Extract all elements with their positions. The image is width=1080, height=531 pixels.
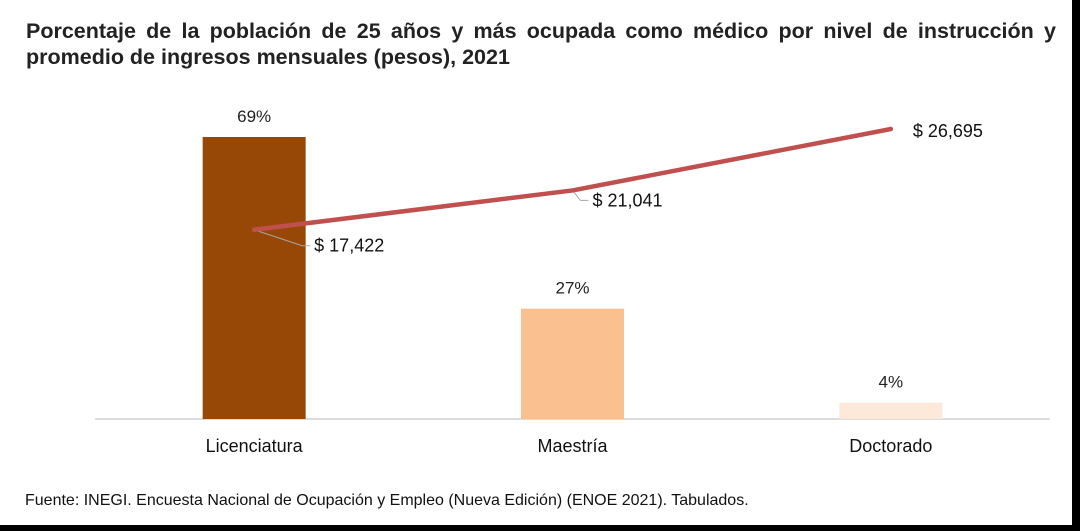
leader-line <box>572 190 589 201</box>
bar-series <box>202 137 943 419</box>
category-label: Doctorado <box>849 436 932 456</box>
frame-border-right <box>1072 0 1080 531</box>
bar-licenciatura <box>202 137 306 419</box>
line-data-labels: $ 17,422 $ 21,041 $ 26,695 <box>314 121 983 256</box>
line-label-leaders <box>254 190 589 247</box>
bar-value-label: 4% <box>879 373 904 392</box>
bar-value-label: 69% <box>237 107 271 126</box>
bar-data-labels: 69% 27% 4% <box>237 107 903 392</box>
income-line <box>251 126 894 232</box>
bar-value-label: 27% <box>555 279 589 298</box>
category-label: Licenciatura <box>206 436 304 456</box>
bar-maestría <box>521 308 624 419</box>
category-label: Maestría <box>537 436 608 456</box>
leader-line <box>254 229 311 247</box>
source-note: Fuente: INEGI. Encuesta Nacional de Ocup… <box>25 492 749 509</box>
frame-border-bottom <box>0 525 1080 531</box>
line-value-label: $ 17,422 <box>314 236 384 256</box>
line-value-label: $ 26,695 <box>913 121 983 141</box>
category-axis-labels: Licenciatura Maestría Doctorado <box>206 436 933 456</box>
chart-title: Porcentaje de la población de 25 años y … <box>26 19 1056 69</box>
line-value-label: $ 21,041 <box>593 190 663 210</box>
bar-doctorado <box>839 402 943 419</box>
